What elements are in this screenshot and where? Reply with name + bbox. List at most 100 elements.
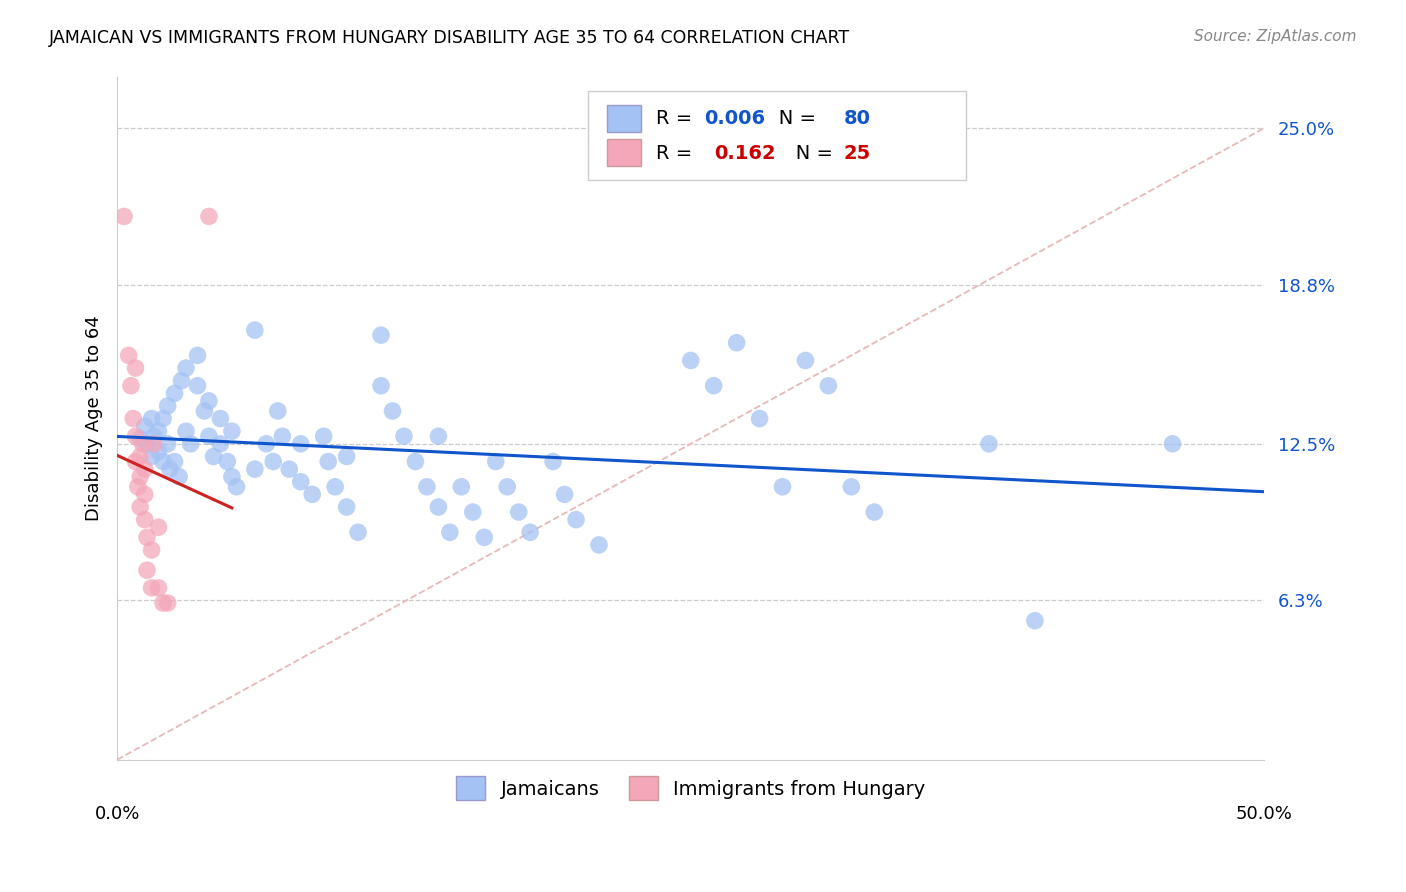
Point: [312, 429, 335, 443]
Point: [198, 210, 221, 224]
Point: [141, 581, 163, 595]
Point: [336, 500, 359, 514]
Point: [186, 348, 208, 362]
Point: [148, 520, 170, 534]
Point: [508, 505, 530, 519]
Point: [141, 450, 163, 464]
Point: [209, 411, 232, 425]
Point: [134, 513, 156, 527]
Point: [141, 411, 163, 425]
FancyBboxPatch shape: [607, 104, 641, 132]
Point: [772, 480, 794, 494]
Y-axis label: Disability Age 35 to 64: Disability Age 35 to 64: [86, 316, 103, 522]
Point: [519, 525, 541, 540]
Text: 0.006: 0.006: [704, 109, 766, 128]
Point: [221, 469, 243, 483]
Point: [243, 462, 266, 476]
Point: [679, 353, 702, 368]
Point: [290, 475, 312, 489]
Point: [136, 530, 159, 544]
Point: [129, 500, 152, 514]
Point: [472, 530, 495, 544]
Point: [841, 480, 863, 494]
FancyBboxPatch shape: [607, 139, 641, 166]
Point: [439, 525, 461, 540]
Point: [112, 210, 135, 224]
Text: JAMAICAN VS IMMIGRANTS FROM HUNGARY DISABILITY AGE 35 TO 64 CORRELATION CHART: JAMAICAN VS IMMIGRANTS FROM HUNGARY DISA…: [49, 29, 851, 46]
Point: [725, 335, 748, 350]
Point: [148, 444, 170, 458]
Legend: Jamaicans, Immigrants from Hungary: Jamaicans, Immigrants from Hungary: [449, 769, 934, 808]
Point: [120, 378, 142, 392]
Point: [156, 437, 179, 451]
Point: [174, 361, 197, 376]
Point: [323, 480, 346, 494]
Point: [370, 378, 392, 392]
Point: [127, 480, 149, 494]
Point: [209, 437, 232, 451]
Point: [1161, 437, 1184, 451]
Point: [217, 454, 239, 468]
Point: [262, 454, 284, 468]
Point: [271, 429, 294, 443]
Point: [301, 487, 323, 501]
Point: [186, 378, 208, 392]
Point: [136, 563, 159, 577]
Point: [124, 429, 146, 443]
Point: [290, 437, 312, 451]
Text: 50.0%: 50.0%: [1236, 805, 1292, 823]
Point: [278, 462, 301, 476]
Point: [485, 454, 508, 468]
Point: [118, 348, 141, 362]
Point: [863, 505, 886, 519]
Point: [193, 404, 215, 418]
Point: [124, 361, 146, 376]
Point: [141, 543, 163, 558]
Point: [316, 454, 339, 468]
Text: R =: R =: [657, 145, 704, 163]
Point: [136, 437, 159, 451]
Point: [129, 469, 152, 483]
Point: [142, 429, 165, 443]
Text: N =: N =: [776, 145, 839, 163]
Point: [221, 424, 243, 438]
Point: [198, 429, 221, 443]
Point: [565, 513, 588, 527]
Point: [243, 323, 266, 337]
Point: [180, 437, 202, 451]
Text: 25: 25: [844, 145, 870, 163]
Text: 0.162: 0.162: [714, 145, 775, 163]
Point: [159, 462, 181, 476]
Point: [381, 404, 404, 418]
Point: [267, 404, 290, 418]
Point: [404, 454, 426, 468]
Point: [794, 353, 817, 368]
Point: [174, 424, 197, 438]
Point: [225, 480, 247, 494]
Point: [588, 538, 610, 552]
Point: [427, 429, 450, 443]
Point: [392, 429, 415, 443]
Point: [131, 437, 153, 451]
Point: [122, 411, 145, 425]
Point: [202, 450, 225, 464]
Point: [129, 450, 152, 464]
Point: [817, 378, 839, 392]
Point: [156, 596, 179, 610]
Point: [254, 437, 277, 451]
Point: [198, 393, 221, 408]
Point: [148, 424, 170, 438]
Point: [134, 462, 156, 476]
Point: [170, 374, 193, 388]
Point: [496, 480, 519, 494]
Point: [152, 596, 174, 610]
Point: [134, 419, 156, 434]
Point: [347, 525, 370, 540]
Text: 80: 80: [844, 109, 870, 128]
Point: [163, 454, 186, 468]
Text: Source: ZipAtlas.com: Source: ZipAtlas.com: [1194, 29, 1357, 44]
Point: [703, 378, 725, 392]
Text: R =: R =: [657, 109, 699, 128]
Point: [152, 411, 174, 425]
Point: [554, 487, 576, 501]
